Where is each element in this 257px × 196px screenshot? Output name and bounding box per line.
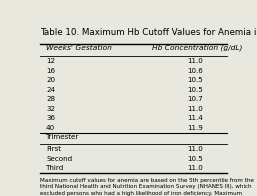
Text: 10.5: 10.5 xyxy=(188,77,203,83)
Text: 28: 28 xyxy=(46,96,55,102)
Text: 12: 12 xyxy=(46,58,55,64)
Text: 11.0: 11.0 xyxy=(188,106,203,112)
Text: 11.0: 11.0 xyxy=(188,58,203,64)
Text: Maximum cutoff values for anemia are based on the 5th percentile from the
third : Maximum cutoff values for anemia are bas… xyxy=(40,178,254,196)
Text: 36: 36 xyxy=(46,115,55,121)
Text: 11.4: 11.4 xyxy=(188,115,203,121)
Text: 16: 16 xyxy=(46,68,55,74)
Text: Table 10. Maximum Hb Cutoff Values for Anemia in Pregnancy: Table 10. Maximum Hb Cutoff Values for A… xyxy=(40,28,257,37)
Text: 10.6: 10.6 xyxy=(188,68,203,74)
Text: 11.0: 11.0 xyxy=(188,146,203,152)
Text: 32: 32 xyxy=(46,106,55,112)
Text: 40: 40 xyxy=(46,125,55,131)
Text: 10.5: 10.5 xyxy=(188,156,203,162)
Text: Weeks' Gestation: Weeks' Gestation xyxy=(46,45,112,51)
Text: 20: 20 xyxy=(46,77,55,83)
Text: 24: 24 xyxy=(46,87,55,93)
Text: 11.0: 11.0 xyxy=(188,165,203,171)
Text: Hb Concentration (g/dL): Hb Concentration (g/dL) xyxy=(152,45,242,51)
Text: 11.9: 11.9 xyxy=(188,125,203,131)
Text: First: First xyxy=(46,146,61,152)
Text: Trimester: Trimester xyxy=(46,134,79,140)
Text: 10.7: 10.7 xyxy=(188,96,203,102)
Text: Third: Third xyxy=(46,165,64,171)
Text: 10.5: 10.5 xyxy=(188,87,203,93)
Text: Second: Second xyxy=(46,156,72,162)
